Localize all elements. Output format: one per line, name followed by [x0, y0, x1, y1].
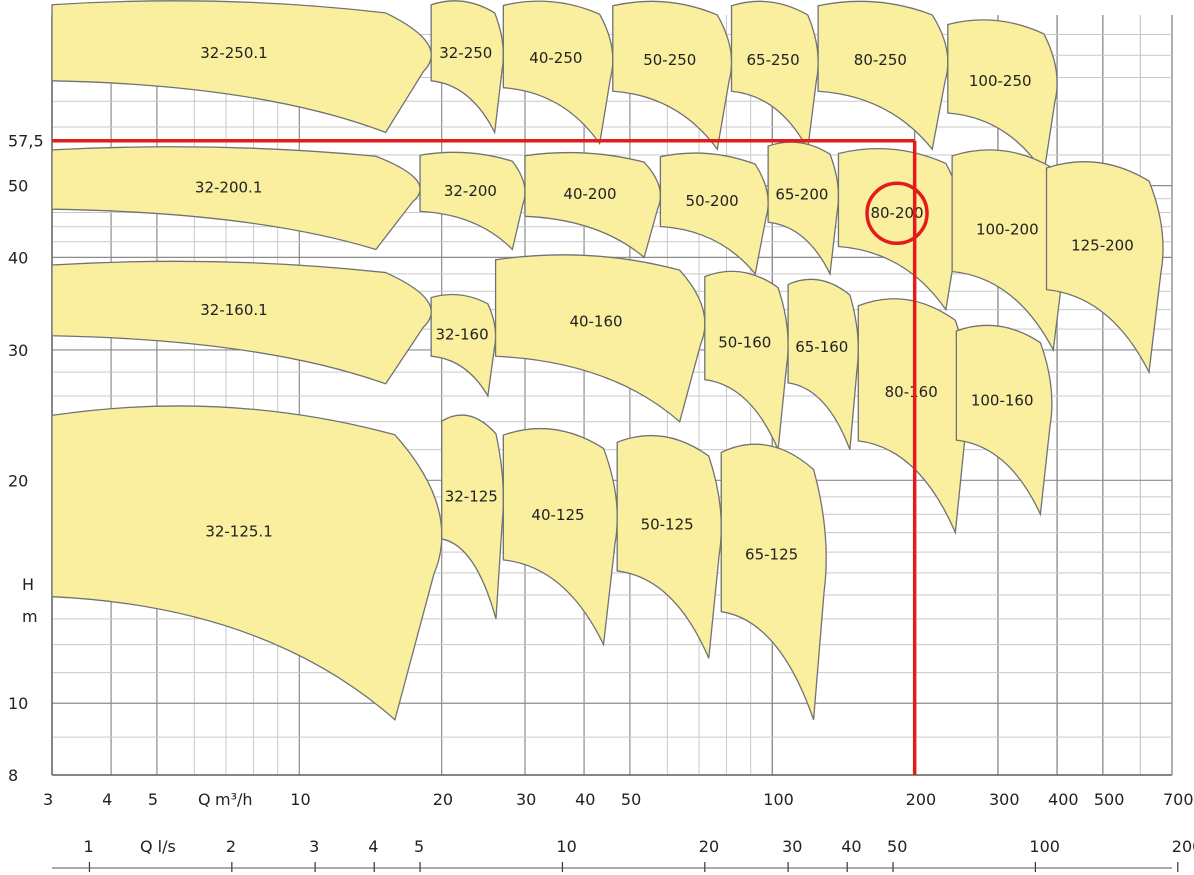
- y-axis-label-h: H: [22, 575, 34, 594]
- pump-zone-65-125: [720, 443, 827, 720]
- x-tick-label-ls: 30: [782, 837, 802, 856]
- x-tick-label-m3h: 5: [148, 790, 158, 809]
- x-tick-label-ls: 20: [699, 837, 719, 856]
- pump-zone-label: 32-160.1: [200, 301, 267, 319]
- pump-zone-label: 32-125.1: [205, 522, 272, 540]
- pump-zone-label: 32-125: [445, 487, 498, 505]
- x-tick-label-m3h: 200: [906, 790, 937, 809]
- x-tick-label-m3h: 30: [516, 790, 536, 809]
- pump-zone-label: 40-250: [529, 49, 582, 67]
- x-tick-label-ls: 2: [226, 837, 236, 856]
- pump-zone-50-125: [616, 434, 722, 659]
- pump-zone-label: 65-160: [795, 338, 848, 356]
- x-tick-label-ls: 200: [1172, 837, 1194, 856]
- axes: H m Q m³/h Q l/s 8 10 20 30 40 50 57,5 3 4 5 10 20 3…: [8, 132, 1194, 872]
- pump-zone-65-160: [787, 278, 859, 450]
- pump-zone-40-250: [502, 0, 614, 146]
- pump-zone-label: 100-200: [976, 221, 1039, 239]
- pump-zone-label: 80-250: [854, 51, 907, 69]
- pump-zone-label: 32-250: [439, 44, 492, 62]
- pump-zone-label: 80-200: [870, 204, 923, 222]
- pump-zone-32-200.1: [51, 146, 421, 251]
- pump-zone-100-160: [955, 324, 1053, 517]
- x-tick-label-m3h: 4: [102, 790, 112, 809]
- x-tick-label-m3h: 700: [1163, 790, 1194, 809]
- x-tick-label-m3h: 300: [989, 790, 1020, 809]
- pump-zone-label: 100-160: [971, 392, 1034, 410]
- pump-zones: [51, 0, 1164, 721]
- x-tick-label-m3h: 500: [1094, 790, 1125, 809]
- x-tick-label-ls: 3: [309, 837, 319, 856]
- y-axis-label-m: m: [22, 607, 38, 626]
- pump-zone-32-250.1: [51, 0, 432, 134]
- pump-zone-label: 40-160: [569, 312, 622, 330]
- pump-zone-label: 65-125: [745, 545, 798, 563]
- pump-zone-label: 32-200.1: [195, 179, 262, 197]
- pump-zone-label: 50-250: [643, 51, 696, 69]
- x-tick-label-ls: 40: [841, 837, 861, 856]
- x-axis-label-ls: Q l/s: [140, 837, 176, 856]
- pump-zone-32-160: [430, 293, 497, 398]
- pump-zone-label: 65-250: [747, 51, 800, 69]
- pump-zone-label: 50-160: [718, 333, 771, 351]
- x-tick-label-m3h: 40: [575, 790, 595, 809]
- pump-zone-label: 32-250.1: [200, 44, 267, 62]
- x-tick-label-ls: 5: [414, 837, 424, 856]
- pump-zone-label: 40-200: [563, 185, 616, 203]
- pump-zone-label: 50-125: [641, 515, 694, 533]
- x-tick-label-m3h: 10: [290, 790, 310, 809]
- pump-zone-50-160: [704, 270, 789, 450]
- x-axis-label-q: Q: [198, 790, 211, 809]
- pump-zone-label: 80-160: [885, 383, 938, 401]
- pump-zone-50-200: [659, 152, 769, 276]
- pump-zone-65-200: [767, 141, 840, 277]
- pump-zone-40-160: [494, 254, 706, 423]
- y-tick-label: 40: [8, 248, 28, 267]
- y-tick-label: 8: [8, 766, 18, 785]
- x-tick-label-ls: 50: [887, 837, 907, 856]
- x-tick-label-m3h: 50: [621, 790, 641, 809]
- x-tick-label-ls: 1: [83, 837, 93, 856]
- y-tick-label: 50: [8, 177, 28, 196]
- x-tick-label-ls: 10: [556, 837, 576, 856]
- y-tick-label: 57,5: [8, 132, 44, 151]
- x-tick-label-m3h: 100: [763, 790, 794, 809]
- pump-zone-label: 32-160: [436, 326, 489, 344]
- pump-zone-label: 40-125: [531, 506, 584, 524]
- x-tick-label-m3h: 400: [1048, 790, 1079, 809]
- pump-zone-125-200: [1045, 161, 1164, 375]
- pump-zone-32-200: [419, 151, 526, 251]
- x-tick-label-m3h: 3: [43, 790, 53, 809]
- x-tick-label-m3h: 20: [433, 790, 453, 809]
- duty-point-lines: [52, 138, 929, 775]
- pump-zone-label: 50-200: [686, 192, 739, 210]
- x-tick-label-ls: 100: [1029, 837, 1060, 856]
- x-axis-label-m3h: m³/h: [215, 790, 253, 809]
- y-tick-label: 10: [8, 694, 28, 713]
- x-tick-label-ls: 4: [368, 837, 378, 856]
- pump-zone-label: 65-200: [775, 186, 828, 204]
- pump-zone-32-160.1: [51, 260, 432, 385]
- pump-zone-label: 100-250: [969, 72, 1032, 90]
- pump-zone-100-250: [947, 19, 1058, 175]
- pump-zone-label: 125-200: [1071, 237, 1134, 255]
- y-tick-label: 20: [8, 471, 28, 490]
- pump-zone-80-200: [837, 147, 962, 312]
- pump-zone-label: 32-200: [444, 182, 497, 200]
- pump-zone-40-125: [502, 427, 618, 647]
- pump-zone-labels: 32-250.1 32-250 40-250 50-250 65-250 80-250 10…: [195, 44, 1134, 563]
- pump-zone-32-125: [441, 414, 505, 620]
- selected-pump-circle: [865, 181, 929, 246]
- y-tick-label: 30: [8, 341, 28, 360]
